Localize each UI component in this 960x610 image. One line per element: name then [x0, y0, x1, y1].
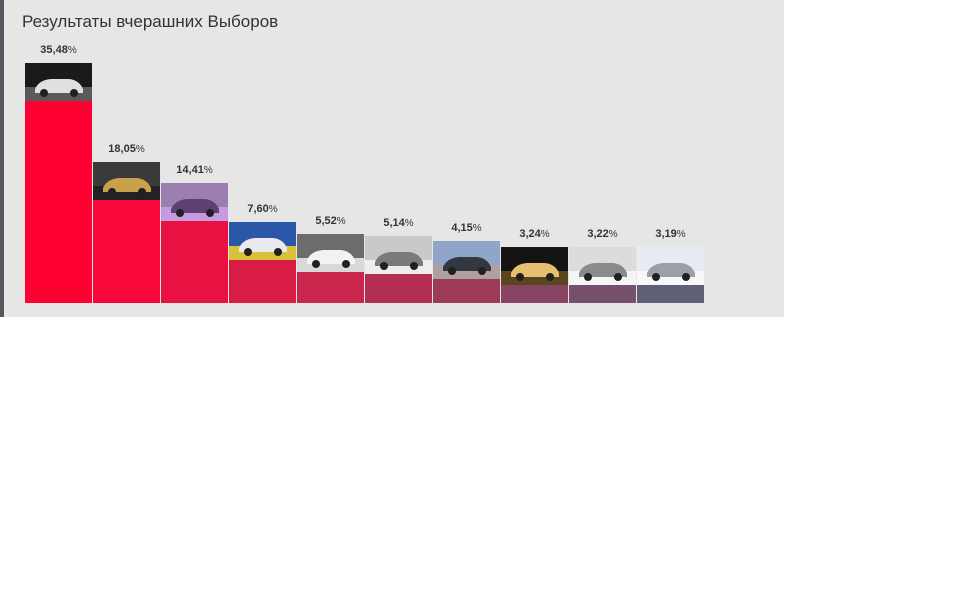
bar-4[interactable]: 7,60%: [229, 0, 296, 303]
car-photo-icon[interactable]: [433, 241, 500, 279]
bar-fill: [501, 285, 568, 303]
bar-chart: 35,48% 18,05% 14,41% 7,60% 5,52% 5,14% 4,15% 3,…: [4, 0, 788, 317]
bar-value-number: 3,24: [519, 228, 541, 240]
bar-value-label: 3,24%: [501, 228, 568, 240]
bar-value-label: 18,05%: [93, 143, 160, 155]
car-photo-icon[interactable]: [93, 162, 160, 200]
bar-value-label: 3,22%: [569, 228, 636, 240]
bar-fill: [433, 279, 500, 303]
bar-value-unit: %: [404, 218, 414, 229]
bar-value-number: 18,05: [108, 143, 136, 155]
bar-5[interactable]: 5,52%: [297, 0, 364, 303]
bar-fill: [297, 272, 364, 303]
bar-value-unit: %: [608, 229, 618, 240]
bar-value-label: 5,52%: [297, 215, 364, 227]
bar-value-unit: %: [203, 165, 213, 176]
chart-title: Результаты вчерашних Выборов: [22, 12, 279, 31]
bar-value-unit: %: [135, 144, 145, 155]
bar-fill: [569, 285, 636, 303]
bar-value-label: 7,60%: [229, 203, 296, 215]
bar-fill: [637, 285, 704, 303]
bar-value-unit: %: [540, 229, 550, 240]
bar-7[interactable]: 4,15%: [433, 0, 500, 303]
bar-value-number: 14,41: [176, 164, 204, 176]
bar-value-label: 4,15%: [433, 222, 500, 234]
bar-value-number: 3,19: [655, 228, 677, 240]
bar-9[interactable]: 3,22%: [569, 0, 636, 303]
car-photo-icon[interactable]: [569, 247, 636, 285]
bar-6[interactable]: 5,14%: [365, 0, 432, 303]
bar-2[interactable]: 18,05%: [93, 0, 160, 303]
bar-fill: [93, 200, 160, 303]
car-engine-photo-icon[interactable]: [25, 63, 92, 101]
car-photo-icon[interactable]: [365, 236, 432, 274]
car-photo-icon[interactable]: [501, 247, 568, 285]
bar-1[interactable]: 35,48%: [25, 0, 92, 303]
bar-value-number: 7,60: [247, 203, 269, 215]
bar-10[interactable]: 3,19%: [637, 0, 704, 303]
car-photo-icon[interactable]: [297, 234, 364, 272]
car-photo-icon[interactable]: [229, 222, 296, 260]
car-photo-icon[interactable]: [161, 183, 228, 221]
car-photo-icon[interactable]: [637, 247, 704, 285]
bar-value-number: 35,48: [40, 44, 68, 56]
bar-value-number: 3,22: [587, 228, 609, 240]
bar-value-unit: %: [67, 45, 77, 56]
bar-value-label: 3,19%: [637, 228, 704, 240]
bar-8[interactable]: 3,24%: [501, 0, 568, 303]
bar-3[interactable]: 14,41%: [161, 0, 228, 303]
bar-value-unit: %: [268, 204, 278, 215]
bar-value-unit: %: [336, 216, 346, 227]
bar-fill: [25, 101, 92, 303]
bar-value-unit: %: [676, 229, 686, 240]
bar-value-label: 35,48%: [25, 44, 92, 56]
bar-value-number: 4,15: [451, 222, 473, 234]
bar-fill: [365, 274, 432, 303]
bar-value-number: 5,52: [315, 215, 337, 227]
bar-value-unit: %: [472, 223, 482, 234]
results-panel: Результаты вчерашних Выборов 35,48% 18,05…: [0, 0, 784, 317]
bar-value-label: 5,14%: [365, 217, 432, 229]
bar-fill: [161, 221, 228, 303]
bar-value-label: 14,41%: [161, 164, 228, 176]
bar-value-number: 5,14: [383, 217, 405, 229]
bar-fill: [229, 260, 296, 303]
